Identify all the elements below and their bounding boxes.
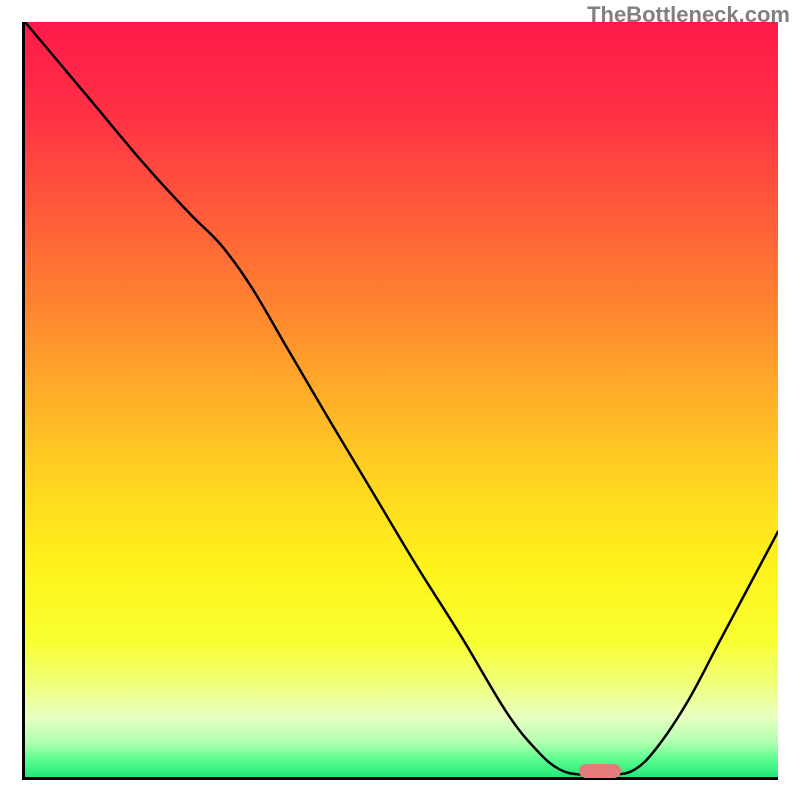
optimal-marker <box>579 764 621 778</box>
watermark-text: TheBottleneck.com <box>587 2 790 28</box>
performance-curve <box>25 22 778 777</box>
plot-area <box>22 22 778 780</box>
bottleneck-chart: TheBottleneck.com <box>0 0 800 800</box>
